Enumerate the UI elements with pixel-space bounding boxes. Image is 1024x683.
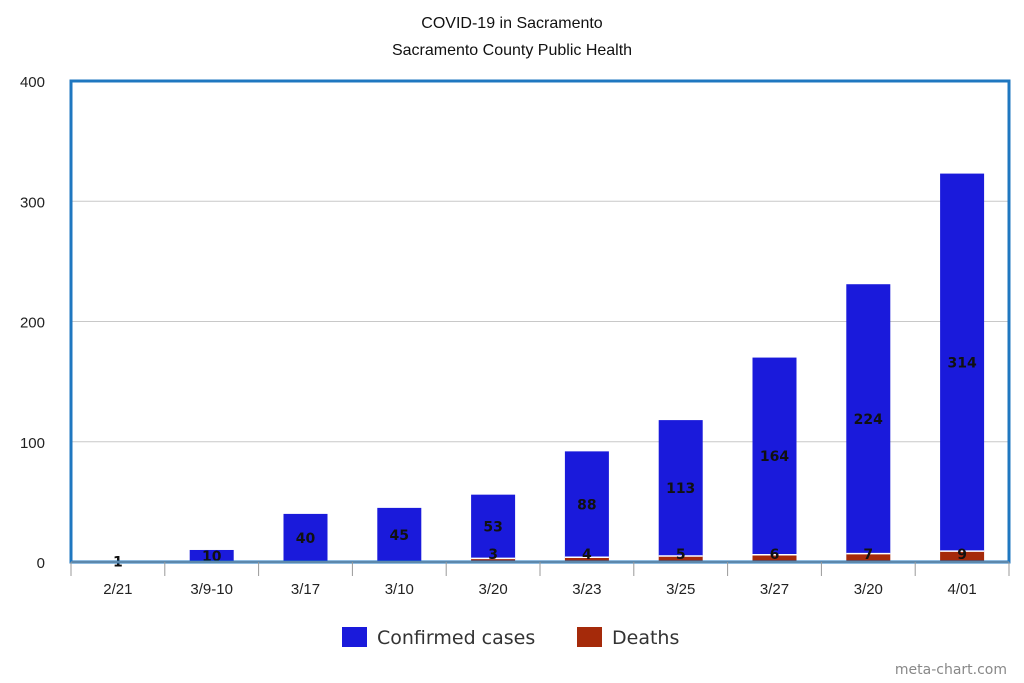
data-label-deaths: 9 xyxy=(957,547,967,563)
y-tick-label: 100 xyxy=(20,435,45,452)
data-label-deaths: 5 xyxy=(676,547,686,563)
bar-confirmed-cases xyxy=(283,513,328,562)
x-tick-label: 3/17 xyxy=(291,581,320,598)
data-label-confirmed: 40 xyxy=(296,531,316,547)
x-tick-label: 3/10 xyxy=(385,581,414,598)
data-label-confirmed: 113 xyxy=(666,481,695,497)
y-tick-label: 200 xyxy=(20,315,45,332)
x-tick-label: 3/20 xyxy=(478,581,507,598)
x-tick-label: 3/23 xyxy=(572,581,601,598)
data-label-deaths: 3 xyxy=(488,547,498,563)
legend-swatch-confirmed xyxy=(342,627,367,647)
chart-title: COVID-19 in Sacramento xyxy=(421,15,603,32)
credit-text: meta-chart.com xyxy=(895,662,1007,678)
data-label-confirmed: 53 xyxy=(483,520,502,536)
legend-label-deaths: Deaths xyxy=(612,627,679,649)
bar-confirmed-cases xyxy=(189,549,234,562)
bar-deaths xyxy=(658,555,703,562)
bar-confirmed-cases xyxy=(658,420,703,556)
bar-deaths xyxy=(471,558,516,562)
bar-deaths xyxy=(564,557,609,562)
data-label-confirmed: 224 xyxy=(854,412,883,428)
x-axis-ticks: 2/21 3/9-10 3/17 3/10 3/20 3/23 3/25 3/27 3/20 4/… xyxy=(70,562,1010,598)
legend-label-confirmed: Confirmed cases xyxy=(377,627,535,649)
y-axis-ticks: 0 100 200 300 400 xyxy=(20,74,45,572)
x-tick-label: 3/25 xyxy=(666,581,695,598)
bar-confirmed-cases xyxy=(377,507,422,562)
data-label-deaths: 4 xyxy=(582,547,592,563)
bars xyxy=(95,173,985,562)
bar-deaths xyxy=(940,551,985,562)
x-tick-label: 3/9-10 xyxy=(190,581,233,598)
chart-subtitle: Sacramento County Public Health xyxy=(392,42,632,59)
y-tick-label: 300 xyxy=(20,194,45,211)
data-label-deaths: 7 xyxy=(863,547,873,563)
legend: Confirmed cases Deaths xyxy=(342,627,679,649)
x-tick-label: 3/20 xyxy=(854,581,883,598)
bar-deaths xyxy=(752,554,797,562)
data-label-confirmed: 314 xyxy=(947,355,976,371)
data-label-confirmed: 45 xyxy=(390,528,409,544)
bar-confirmed-cases xyxy=(940,173,985,552)
bar-confirmed-cases xyxy=(752,357,797,555)
x-tick-label: 3/27 xyxy=(760,581,789,598)
bar-deaths xyxy=(846,553,891,562)
bar-confirmed-cases xyxy=(846,284,891,554)
data-label-confirmed: 88 xyxy=(577,497,596,513)
x-tick-label: 4/01 xyxy=(947,581,976,598)
bar-confirmed-cases xyxy=(471,494,516,559)
y-tick-label: 0 xyxy=(37,555,45,572)
x-tick-label: 2/21 xyxy=(103,581,132,598)
y-tick-label: 400 xyxy=(20,74,45,91)
bar-confirmed-cases xyxy=(564,451,609,558)
legend-swatch-deaths xyxy=(577,627,602,647)
data-label-confirmed: 164 xyxy=(760,449,789,465)
data-label-deaths: 6 xyxy=(770,547,780,563)
